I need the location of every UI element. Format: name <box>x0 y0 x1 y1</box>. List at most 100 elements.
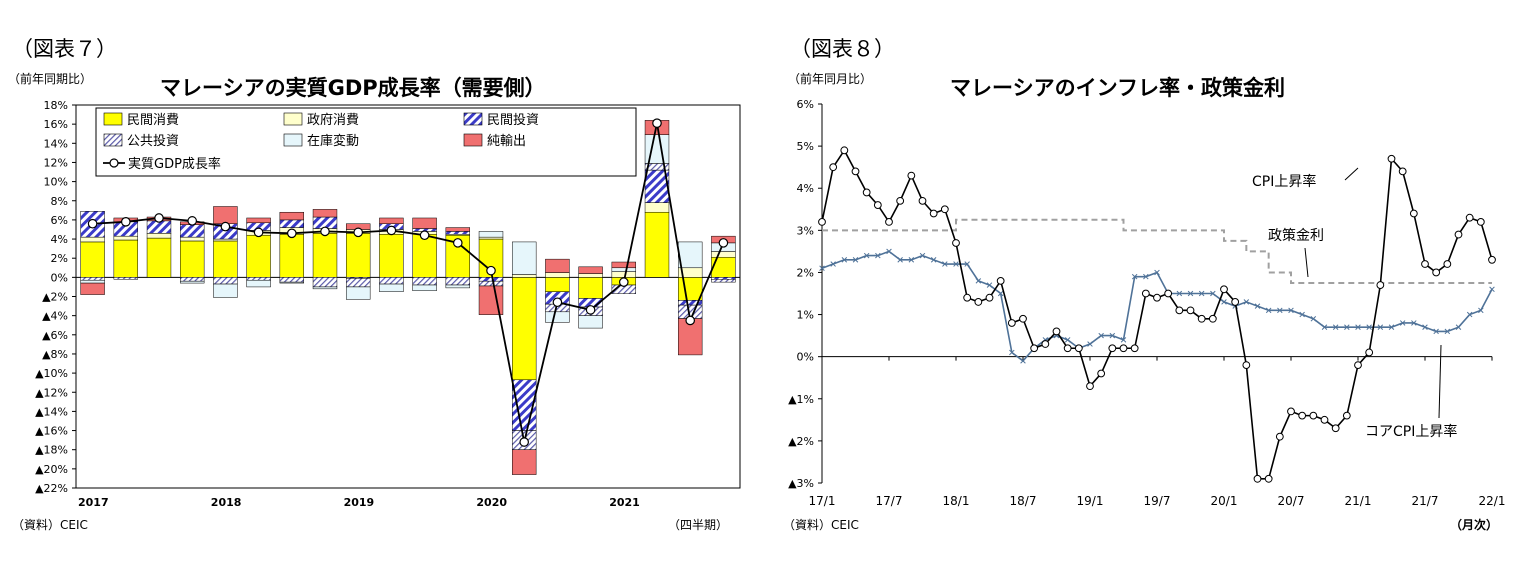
fig7-period-label: （四半期） <box>668 518 729 532</box>
core-cpi-marker <box>1310 316 1317 322</box>
cpi-point <box>1074 344 1083 353</box>
bar-public-investment <box>213 277 238 285</box>
bar-inventory <box>611 267 637 272</box>
core-cpi-marker <box>1087 341 1093 347</box>
core-cpi-marker <box>919 252 926 259</box>
bar-net-exports <box>246 217 271 224</box>
gdp-x-label: 2018 <box>211 496 242 509</box>
cpi-point <box>862 188 871 197</box>
cpi-point <box>963 293 972 302</box>
cpi-point <box>1365 348 1374 357</box>
inflation-x-label: 18/1 <box>943 494 970 508</box>
bar-net-exports <box>279 211 305 221</box>
inflation-chart: 6% 5% 4% 3% 2% 1% 0% ▲1% ▲2% ▲3% 17/1 17/7 18/1 18/7 1… <box>788 98 1506 508</box>
bar-gov-consumption <box>644 202 670 213</box>
core-cpi-marker <box>1399 320 1406 326</box>
inflation-x-label: 20/7 <box>1278 494 1305 508</box>
inflation-y-tick-label: 6% <box>797 98 814 111</box>
bar-gov-consumption <box>478 236 504 240</box>
bar-private-consumption <box>246 234 271 278</box>
core-cpi-marker <box>1444 328 1451 335</box>
bar-inventory <box>279 281 305 284</box>
fig7-chart-title: マレーシアの実質GDP成長率（需要側） <box>160 76 546 100</box>
cpi-point <box>1041 340 1050 348</box>
core-cpi-marker <box>908 257 915 263</box>
bar-private-consumption <box>644 211 670 278</box>
core-cpi-marker <box>1020 358 1026 364</box>
cpi-point <box>1376 281 1385 289</box>
cpi-point <box>1220 285 1228 294</box>
bar-private-consumption <box>412 234 437 278</box>
gdp-y-tick-label: ▲14% <box>35 405 68 418</box>
cpi-point <box>1275 432 1284 441</box>
gdp-x-label: 2021 <box>609 496 640 509</box>
cpi-point <box>818 218 826 226</box>
legend-label-private-consumption: 民間消費 <box>127 113 179 128</box>
core-cpi-marker <box>1009 349 1015 356</box>
fig8-label: （図表８） <box>790 37 895 61</box>
bar-private-consumption <box>113 239 139 278</box>
gdp-growth-point <box>353 227 363 238</box>
cpi-point <box>952 239 960 247</box>
core-cpi-marker <box>1377 324 1384 330</box>
gdp-growth-point <box>519 437 529 447</box>
bar-gov-consumption <box>146 233 172 239</box>
core-cpi-marker <box>1198 290 1205 297</box>
cpi-point <box>1141 289 1150 298</box>
core-cpi-marker <box>1064 337 1071 343</box>
bar-public-investment <box>711 279 736 283</box>
bar-inventory <box>379 283 404 292</box>
gdp-growth-point <box>452 238 463 248</box>
gdp-y-tick-label: 8% <box>51 195 68 208</box>
core-cpi-marker <box>975 278 982 284</box>
core-cpi-marker <box>1332 324 1339 330</box>
bar-net-exports <box>578 266 603 274</box>
bar-net-exports <box>511 449 537 475</box>
gdp-growth-point <box>386 225 397 236</box>
core-cpi-marker <box>1478 307 1484 314</box>
gdp-y-tick-label: 10% <box>44 176 68 189</box>
bar-net-exports <box>379 217 404 224</box>
gdp-y-tick-label: ▲12% <box>35 386 68 399</box>
bar-inventory <box>412 284 437 292</box>
core-cpi-marker <box>1422 324 1428 330</box>
core-cpi-marker <box>997 290 1004 297</box>
bar-inventory <box>578 315 603 329</box>
bar-inventory <box>246 279 271 288</box>
core-cpi-marker <box>953 261 959 267</box>
bar-net-exports <box>80 282 105 295</box>
gdp-growth-point <box>552 297 563 308</box>
core-cpi-marker <box>1143 273 1149 280</box>
bar-gov-consumption <box>711 251 736 258</box>
inflation-x-label: 19/1 <box>1077 494 1104 508</box>
core-cpi-marker <box>863 252 870 259</box>
core-cpi-marker <box>886 248 892 255</box>
core-cpi-marker <box>1489 286 1495 293</box>
legend-label-public-investment: 公共投資 <box>127 133 179 149</box>
cpi-point <box>918 196 927 205</box>
gdp-y-tick-label: ▲6% <box>42 329 68 342</box>
gdp-y-tick-label: 0% <box>51 271 68 284</box>
bar-net-exports <box>545 258 570 273</box>
gdp-growth-line <box>92 123 725 443</box>
inflation-y-tick-label: 2% <box>797 266 814 279</box>
cpi-annotation: CPI上昇率 <box>1252 173 1316 190</box>
gdp-growth-point <box>187 216 197 226</box>
gdp-y-tick-label: 2% <box>51 252 68 265</box>
bar-private-investment <box>445 231 471 235</box>
gdp-y-tick-label: 18% <box>44 99 68 112</box>
core-cpi-marker <box>1176 290 1183 297</box>
gdp-y-tick-label: ▲22% <box>35 482 68 495</box>
bar-inventory <box>213 283 238 298</box>
bar-public-investment <box>80 277 105 281</box>
cpi-point <box>985 293 994 302</box>
cpi-annotation-pointer <box>1344 167 1359 181</box>
bar-public-investment <box>412 277 437 286</box>
bar-private-investment <box>478 277 504 282</box>
gdp-growth-point <box>585 305 596 315</box>
legend-swatch-private-consumption <box>103 112 123 126</box>
legend-label-net-exports: 純輸出 <box>487 134 526 149</box>
bar-public-investment <box>312 277 338 288</box>
inflation-x-label: 22/1 <box>1479 494 1506 508</box>
